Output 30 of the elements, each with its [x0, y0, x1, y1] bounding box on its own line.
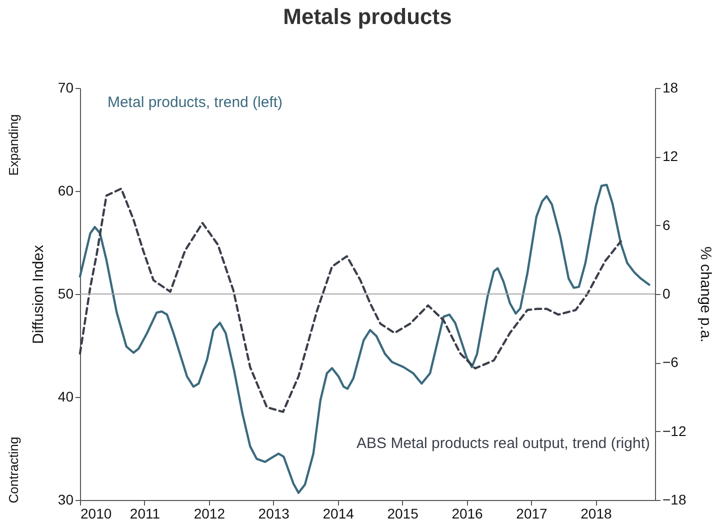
x-tick-label: 2016 — [452, 506, 484, 522]
x-tick-label: 2014 — [322, 506, 354, 522]
y2-tick-label: 0 — [662, 286, 670, 302]
y-tick-label: 70 — [58, 80, 74, 96]
x-tick-label: 2017 — [516, 506, 548, 522]
text: Contracting — [6, 436, 21, 504]
y-tick-label: 30 — [58, 492, 74, 508]
text: Metal products, trend (left) — [107, 94, 283, 111]
y-tick-label: 40 — [58, 388, 74, 404]
y2-tick-label: −12 — [662, 422, 686, 439]
y-axis-title: Diffusion Index — [30, 244, 47, 344]
y2-tick-label: 18 — [662, 80, 678, 96]
text: ABS Metal products real output, trend (right) — [356, 435, 650, 452]
x-tick-label: 2012 — [194, 506, 226, 522]
x-tick-label: 2018 — [580, 506, 612, 522]
y2-axis-title: % change p.a. — [697, 246, 714, 342]
y2-tick-label: 6 — [662, 216, 670, 233]
chart-title: Metals products — [283, 4, 452, 29]
y2-tick-label: −18 — [662, 492, 686, 508]
y2-tick-label: 12 — [662, 148, 678, 164]
x-tick-label: 2015 — [387, 506, 419, 522]
x-tick-label: 2010 — [80, 506, 112, 522]
x-tick-label: 2011 — [130, 506, 160, 522]
y-tick-label: 60 — [58, 182, 74, 198]
line-series — [78, 188, 622, 413]
line-series — [78, 184, 650, 494]
y-tick-label: 50 — [58, 286, 74, 302]
x-tick-label: 2013 — [258, 506, 290, 522]
y2-tick-label: −6 — [662, 354, 679, 370]
text: Expanding — [6, 114, 21, 176]
